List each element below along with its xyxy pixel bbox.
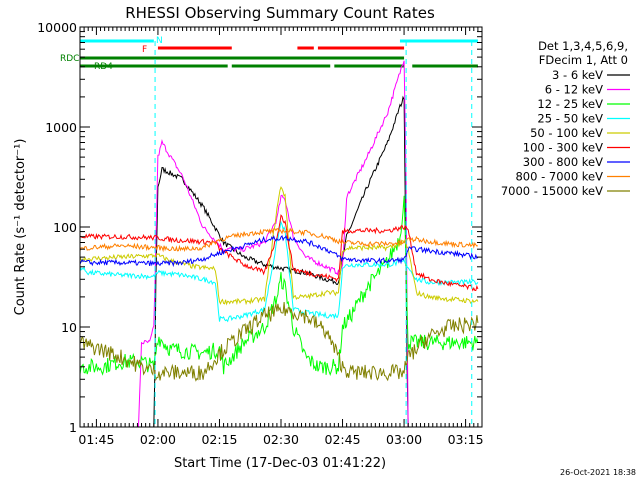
footer-timestamp: 26-Oct-2021 18:38 (560, 468, 636, 477)
legend-label-1: 3 - 6 keV (552, 68, 603, 82)
axis-ticks: 01:45 02:00 02:15 02:30 02:45 03:00 03:15 1 10 10… (37, 20, 483, 447)
flag-bar-rd4-2 (231, 64, 331, 68)
flag-label-rdc: RDC (60, 54, 79, 64)
flag-bar-f-3 (317, 46, 405, 50)
flag-bar-rdc-1 (80, 56, 405, 60)
legend-label-9: 7000 - 15000 keV (501, 184, 603, 198)
x-tick-label-7: 03:15 (448, 432, 484, 447)
series-line-2 (80, 60, 478, 428)
series-line-9 (79, 301, 479, 382)
x-tick-label-5: 02:45 (325, 432, 361, 447)
series-line-5 (79, 186, 479, 306)
dashed-markers (154, 41, 473, 427)
flag-bar-rd4-4 (412, 64, 478, 68)
series-line-3 (79, 195, 479, 376)
x-axis-label: Start Time (17-Dec-03 01:41:22) (174, 456, 386, 471)
y-tick-label-2: 10 (61, 320, 77, 335)
legend-header-1: Det 1,3,4,5,6,9, (538, 39, 628, 53)
flag-bars: NF RDC RD4 (60, 36, 478, 72)
x-tick-label-6: 03:00 (386, 432, 422, 447)
x-tick-label-2: 02:00 (140, 432, 176, 447)
flag-label-rd4: RD4 (94, 62, 113, 72)
flag-label-n: N (156, 36, 163, 46)
flag-bar-rd4-3 (334, 64, 405, 68)
flag-bar-n-1 (80, 39, 154, 43)
chart-title: RHESSI Observing Summary Count Rates (125, 4, 435, 22)
legend-label-7: 300 - 800 keV (523, 155, 603, 169)
y-tick-label-5: 10000 (37, 20, 77, 35)
x-tick-label-3: 02:15 (201, 432, 237, 447)
legend-label-5: 50 - 100 keV (530, 126, 603, 140)
flag-bar-n-2 (399, 39, 478, 43)
flag-label-f: F (142, 45, 147, 55)
y-tick-label-4: 1000 (45, 120, 77, 135)
legend-label-4: 25 - 50 keV (537, 112, 603, 126)
series-lines (79, 60, 479, 428)
flag-bar-f-2 (297, 46, 314, 50)
x-tick-label-4: 02:30 (263, 432, 299, 447)
y-axis-label: Count Rate (s⁻¹ detector⁻¹) (13, 139, 28, 316)
legend-label-2: 6 - 12 keV (545, 83, 603, 97)
series-line-8 (79, 227, 479, 253)
legend-label-6: 100 - 300 keV (523, 141, 603, 155)
y-tick-label-1: 1 (69, 420, 77, 435)
legend: Det 1,3,4,5,6,9, FDecim 1, Att 0 3 - 6 k… (501, 39, 630, 198)
flag-bar-f-1 (157, 46, 232, 50)
legend-label-3: 12 - 25 keV (537, 97, 603, 111)
legend-header-2: FDecim 1, Att 0 (539, 53, 628, 67)
series-line-6 (79, 214, 479, 292)
series-line-7 (79, 234, 479, 268)
legend-label-8: 800 - 7000 keV (515, 170, 603, 184)
y-tick-label-3: 100 (53, 220, 77, 235)
x-tick-label-1: 01:45 (78, 432, 114, 447)
flag-bar-rd4-1 (80, 64, 228, 68)
